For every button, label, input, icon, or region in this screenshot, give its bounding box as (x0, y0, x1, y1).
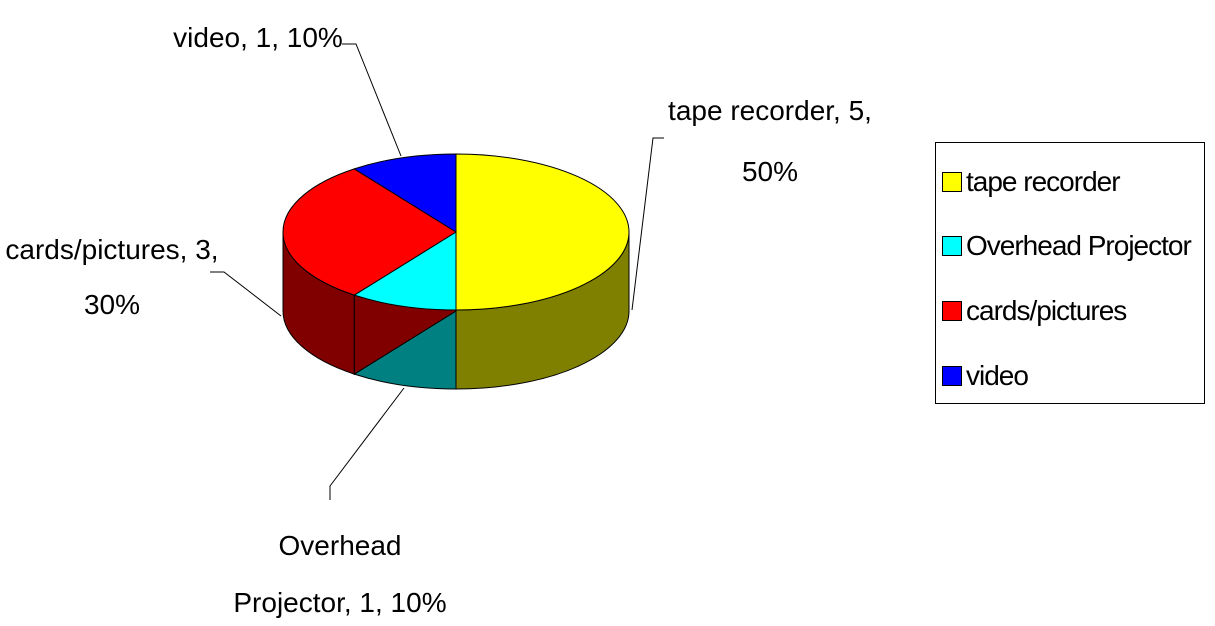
chart-legend: tape recorder Overhead Projector cards/p… (935, 142, 1205, 404)
legend-item-cards-pictures: cards/pictures (942, 291, 1127, 331)
legend-swatch-overhead-projector (942, 236, 962, 256)
pie-slice-cards-pictures (282, 168, 457, 296)
leader-line-tape-recorder (631, 137, 664, 311)
pie-slice-video (353, 153, 457, 233)
pie-slice-overhead-projector (353, 231, 457, 311)
leader-line-cards-pictures (210, 271, 282, 317)
data-label-cards-pictures: cards/pictures, 3, (5, 234, 218, 265)
legend-item-tape-recorder: tape recorder (942, 162, 1121, 202)
data-label-tape-recorder: tape recorder, 5, (668, 95, 872, 126)
leader-line-video (342, 43, 402, 157)
data-label-overhead-projector: Projector, 1, 10% (233, 587, 446, 618)
data-label-tape-recorder: 50% (742, 156, 798, 187)
pie-slice-tape-recorder (455, 153, 630, 311)
legend-label: video (966, 360, 1029, 391)
legend-item-video: video (942, 356, 1029, 396)
legend-swatch-cards-pictures (942, 301, 962, 321)
legend-label: Overhead Projector (966, 230, 1192, 261)
data-label-cards-pictures: 30% (84, 289, 140, 320)
leader-line-overhead-projector (329, 387, 405, 500)
data-label-overhead-projector: Overhead (279, 530, 402, 561)
legend-item-overhead-projector: Overhead Projector (942, 226, 1192, 266)
legend-label: cards/pictures (966, 295, 1127, 326)
legend-label: tape recorder (966, 166, 1121, 197)
legend-swatch-tape-recorder (942, 172, 962, 192)
legend-swatch-video (942, 366, 962, 386)
data-label-video: video, 1, 10% (173, 22, 343, 53)
